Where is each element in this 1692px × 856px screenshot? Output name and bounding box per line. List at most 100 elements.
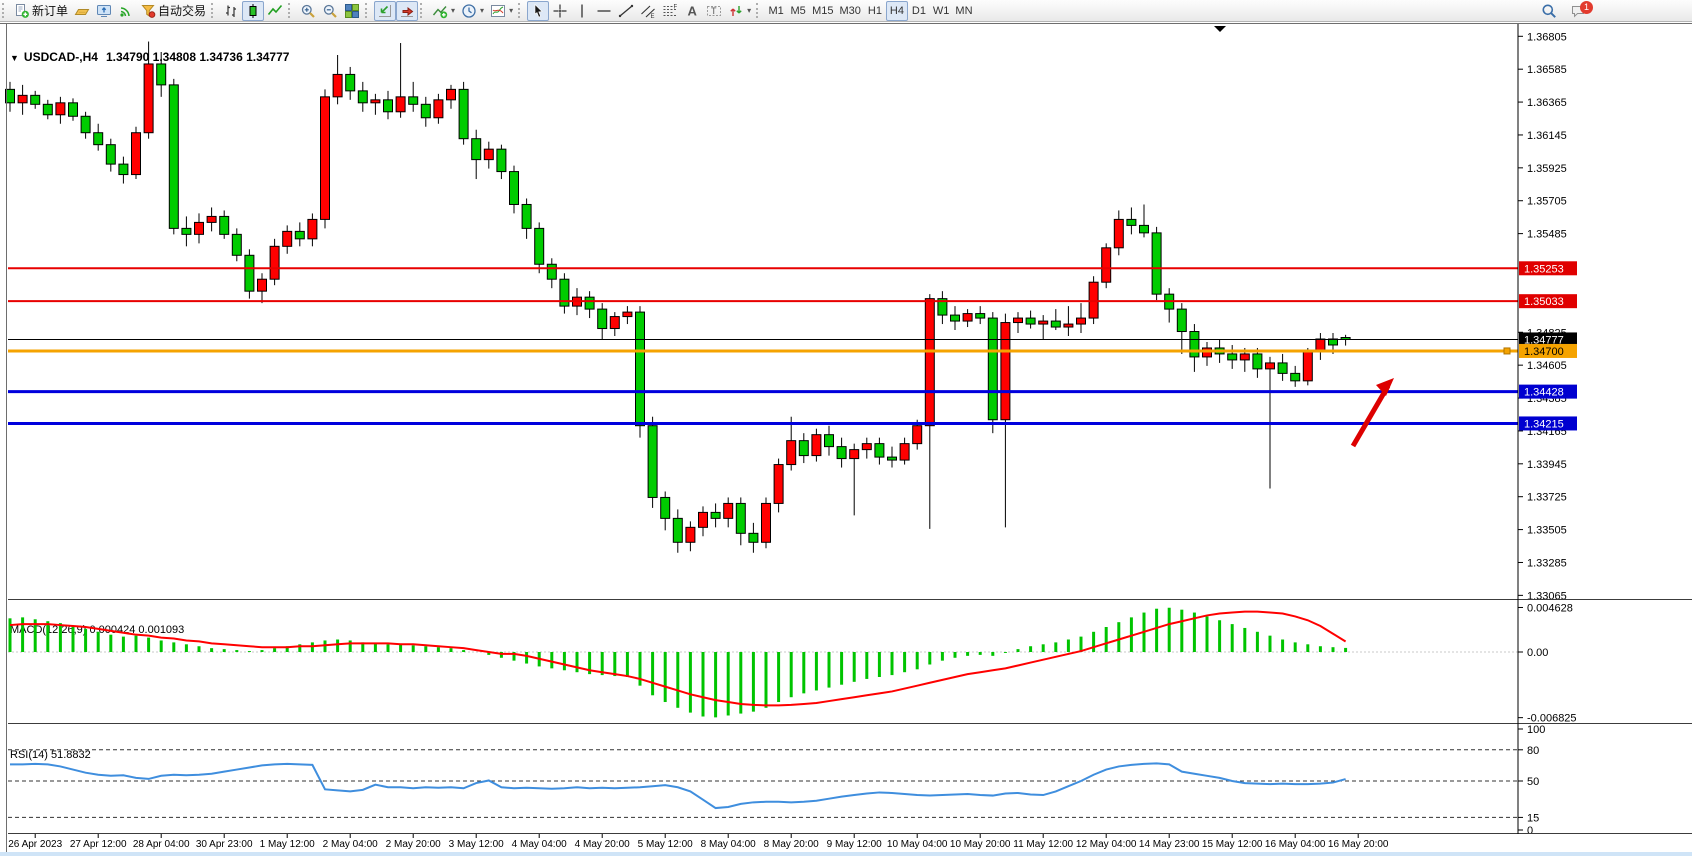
price-axis[interactable]: 1.36805 1.36585 1.36365 1.36145 1.35925 1.357… xyxy=(1518,24,1692,852)
zoom-out-icon xyxy=(322,3,338,19)
candlestick-chart-button[interactable] xyxy=(242,0,265,21)
bull-candle xyxy=(849,449,860,460)
time-axis[interactable]: 26 Apr 2023 27 Apr 12:00 28 Apr 04:00 30 Ap… xyxy=(8,834,1389,850)
tf-h4-button[interactable]: H4 xyxy=(885,0,908,21)
tf-m15-button[interactable]: M15 xyxy=(809,1,836,21)
fibonacci-button[interactable]: F xyxy=(659,1,681,21)
tf-d1-button[interactable]: D1 xyxy=(908,1,930,21)
trendline-button[interactable] xyxy=(615,1,637,21)
bear-candle xyxy=(987,317,998,421)
price-badge-support-2 xyxy=(1519,416,1577,431)
chat-button[interactable]: 1 xyxy=(1568,1,1593,21)
red-up-arrow-head[interactable] xyxy=(1376,378,1394,396)
bar-chart-button[interactable] xyxy=(220,1,242,21)
line-chart-button[interactable] xyxy=(264,1,286,21)
channel-button[interactable]: E xyxy=(637,1,659,21)
tf-w1-button[interactable]: W1 xyxy=(930,1,953,21)
signals-icon xyxy=(118,3,134,19)
text-button[interactable]: A xyxy=(681,1,703,21)
bear-candle xyxy=(1176,308,1187,333)
chart-menu-arrow-icon[interactable]: ▼ xyxy=(10,53,19,63)
vertical-line-button[interactable] xyxy=(571,1,593,21)
time-tick-label: 30 Apr 23:00 xyxy=(196,839,253,850)
arrows-button[interactable]: ▾ xyxy=(725,1,754,21)
tf-m5-button-label: M5 xyxy=(790,4,806,17)
tf-m1-button[interactable]: M1 xyxy=(765,1,787,21)
chart-shift-marker[interactable] xyxy=(1214,26,1226,32)
chat-icon: 1 xyxy=(1571,1,1593,19)
bars-icon xyxy=(223,3,239,19)
bear-candle xyxy=(105,144,116,165)
bull-candle xyxy=(1101,247,1112,283)
price-tick-label: 1.35485 xyxy=(1527,229,1567,241)
bear-candle xyxy=(93,132,104,146)
periods-button[interactable]: ▾ xyxy=(458,1,487,21)
gold-button[interactable] xyxy=(71,1,93,21)
publish-chart-button[interactable] xyxy=(93,1,115,21)
bull-candle xyxy=(912,425,923,445)
price-tick-label: 1.33285 xyxy=(1527,557,1567,569)
bull-candle xyxy=(811,434,822,457)
crosshair-button[interactable] xyxy=(549,1,571,21)
time-tick-label: 28 Apr 04:00 xyxy=(133,839,190,850)
auto-scroll-button[interactable] xyxy=(374,0,397,21)
text-label-button[interactable]: T xyxy=(703,1,725,21)
tf-h1-button-label: H1 xyxy=(867,4,882,17)
dropdown-caret-icon[interactable]: ▾ xyxy=(480,6,485,15)
bull-candle xyxy=(269,245,280,280)
bear-candle xyxy=(383,99,393,113)
chart-shift-button[interactable] xyxy=(396,0,419,21)
cursor-button[interactable] xyxy=(527,0,550,21)
tf-m5-button[interactable]: M5 xyxy=(787,1,809,21)
svg-text:F: F xyxy=(674,4,678,10)
bear-candle xyxy=(345,73,356,92)
zoom-in-button[interactable] xyxy=(297,1,319,21)
orange-line-handle[interactable] xyxy=(1503,347,1511,355)
red-up-arrow[interactable] xyxy=(1350,384,1391,448)
time-tick-label: 10 May 04:00 xyxy=(887,839,948,850)
dropdown-caret-icon[interactable]: ▾ xyxy=(509,6,514,15)
horizontal-line-button[interactable] xyxy=(593,1,615,21)
chart-window[interactable]: ▼ USDCAD-,H4 1.34790 1.34808 1.34736 1.347… xyxy=(0,22,1692,856)
bear-candle xyxy=(42,103,53,116)
time-tick-label: 26 Apr 2023 xyxy=(8,839,62,850)
price-badge-resistance-1 xyxy=(1519,261,1577,276)
tf-m30-button[interactable]: M30 xyxy=(837,1,864,21)
bear-candle xyxy=(1227,353,1238,361)
new-order-button[interactable]: 新订单 xyxy=(11,1,71,21)
bear-candle xyxy=(798,440,809,457)
price-badge-resistance-2-text: 1.35033 xyxy=(1524,296,1564,308)
rsi-axis-label: 15 xyxy=(1527,812,1539,824)
rsi-panel[interactable]: 100 80 50 150 xyxy=(8,724,1545,837)
panel-frames xyxy=(0,23,1692,856)
macd-axis-label: 0.004628 xyxy=(1527,602,1573,614)
rsi-axis-label: 100 xyxy=(1527,724,1545,736)
zoom-out-button[interactable] xyxy=(319,1,341,21)
bear-candle xyxy=(887,456,897,461)
time-tick-label: 16 May 04:00 xyxy=(1265,839,1326,850)
dropdown-caret-icon[interactable]: ▾ xyxy=(451,6,456,15)
signals-button[interactable] xyxy=(115,1,137,21)
indicators-button[interactable]: ▾ xyxy=(429,1,458,21)
bear-candle xyxy=(156,63,167,86)
macd-panel[interactable]: 0.004628 0.00 -0.006825 xyxy=(8,602,1577,725)
search-button[interactable] xyxy=(1538,1,1560,21)
bull-candle xyxy=(786,440,797,466)
bear-candle xyxy=(458,88,469,140)
dropdown-caret-icon[interactable]: ▾ xyxy=(747,6,752,15)
bear-candle xyxy=(219,215,230,235)
candles-icon xyxy=(245,3,261,19)
bear-candle xyxy=(244,254,255,292)
bull-candle xyxy=(307,218,318,240)
tf-mn-button[interactable]: MN xyxy=(952,1,975,21)
zoom-in-icon xyxy=(300,3,316,19)
tile-windows-button[interactable] xyxy=(341,1,363,21)
time-tick-label: 2 May 04:00 xyxy=(323,839,378,850)
bull-candle xyxy=(1113,218,1124,249)
bear-candle xyxy=(635,311,645,427)
window-bottom-edge xyxy=(0,852,1692,856)
tf-h1-button[interactable]: H1 xyxy=(864,1,886,21)
templates-button[interactable]: ▾ xyxy=(487,1,516,21)
autotrading-button[interactable]: 自动交易 xyxy=(137,1,209,21)
